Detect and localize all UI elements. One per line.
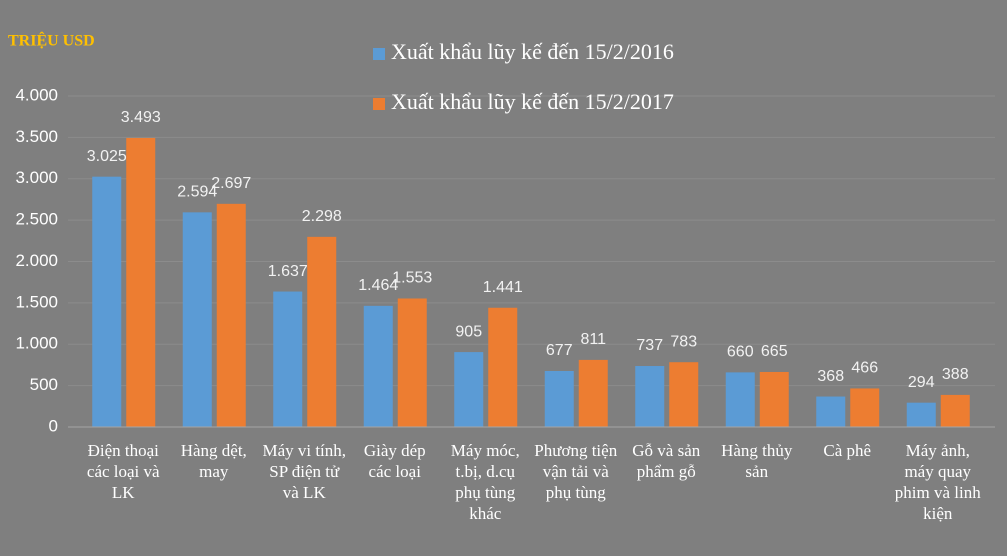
legend-swatch bbox=[373, 98, 385, 110]
value-label: 1.553 bbox=[392, 270, 432, 287]
bar bbox=[906, 402, 936, 427]
legend-label: Xuất khẩu lũy kế đến 15/2/2016 bbox=[391, 39, 674, 64]
legend-label: Xuất khẩu lũy kế đến 15/2/2017 bbox=[391, 89, 674, 114]
x-tick-label: Hàng dệt, may bbox=[180, 441, 247, 481]
x-tick-label: Phương tiện vận tải và phụ tùng bbox=[534, 441, 618, 502]
axis-label: TRIỆU USD bbox=[8, 32, 95, 50]
y-tick-label: 3.000 bbox=[15, 168, 58, 187]
x-tick-label: Điện thoại các loại và LK bbox=[86, 441, 160, 502]
x-tick-label: Hàng thủy sản bbox=[721, 441, 793, 481]
y-tick-label: 2.500 bbox=[15, 210, 58, 229]
legend-swatch bbox=[373, 48, 385, 60]
value-label: 2.697 bbox=[211, 175, 251, 192]
value-label: 3.025 bbox=[87, 148, 127, 165]
value-label: 3.493 bbox=[121, 109, 161, 126]
y-tick-label: 0 bbox=[49, 416, 58, 435]
value-label: 737 bbox=[636, 337, 663, 354]
y-tick-label: 500 bbox=[30, 375, 58, 394]
bar bbox=[635, 366, 665, 427]
y-tick-label: 1.500 bbox=[15, 292, 58, 311]
bar bbox=[488, 307, 518, 427]
bar bbox=[578, 359, 608, 427]
value-label: 1.637 bbox=[268, 263, 308, 280]
y-tick-label: 1.000 bbox=[15, 334, 58, 353]
bar bbox=[850, 388, 880, 427]
bar bbox=[92, 176, 122, 427]
y-tick-label: 4.000 bbox=[15, 85, 58, 104]
y-tick-label: 2.000 bbox=[15, 251, 58, 270]
x-tick-label: Máy ảnh, máy quay phim và linh kiện bbox=[894, 441, 981, 523]
value-label: 294 bbox=[908, 374, 935, 391]
value-label: 811 bbox=[580, 331, 606, 348]
value-label: 1.441 bbox=[483, 279, 523, 296]
value-label: 2.594 bbox=[177, 184, 217, 201]
value-label: 783 bbox=[670, 333, 697, 350]
y-tick-label: 3.500 bbox=[15, 127, 58, 146]
bar bbox=[182, 212, 212, 427]
value-label: 368 bbox=[817, 368, 844, 385]
value-label: 466 bbox=[851, 360, 878, 377]
bar bbox=[725, 372, 755, 427]
bar bbox=[126, 137, 156, 427]
x-tick-label: Máy móc, t.bị, d.cụ phụ tùng khác bbox=[450, 441, 520, 523]
value-label: 677 bbox=[546, 342, 573, 359]
x-tick-label: Máy vi tính, SP điện tử và LK bbox=[262, 441, 347, 502]
x-tick-label: Gỗ và sản phẩm gỗ bbox=[632, 441, 701, 481]
value-label: 388 bbox=[942, 366, 969, 383]
bar bbox=[363, 305, 393, 427]
value-label: 905 bbox=[455, 323, 482, 340]
bar bbox=[397, 298, 427, 427]
x-tick-label: Cà phê bbox=[823, 441, 872, 460]
bar bbox=[759, 371, 789, 427]
bar bbox=[307, 236, 337, 427]
bar bbox=[454, 352, 484, 427]
bar bbox=[816, 396, 846, 427]
bar bbox=[940, 394, 970, 427]
value-label: 660 bbox=[727, 344, 754, 361]
bar bbox=[669, 362, 699, 427]
value-label: 665 bbox=[761, 343, 788, 360]
bar bbox=[544, 370, 574, 427]
bar bbox=[273, 291, 303, 427]
value-label: 2.298 bbox=[302, 208, 342, 225]
value-label: 1.464 bbox=[358, 277, 398, 294]
bar bbox=[216, 203, 246, 427]
x-tick-label: Giày dép các loại bbox=[363, 441, 426, 481]
